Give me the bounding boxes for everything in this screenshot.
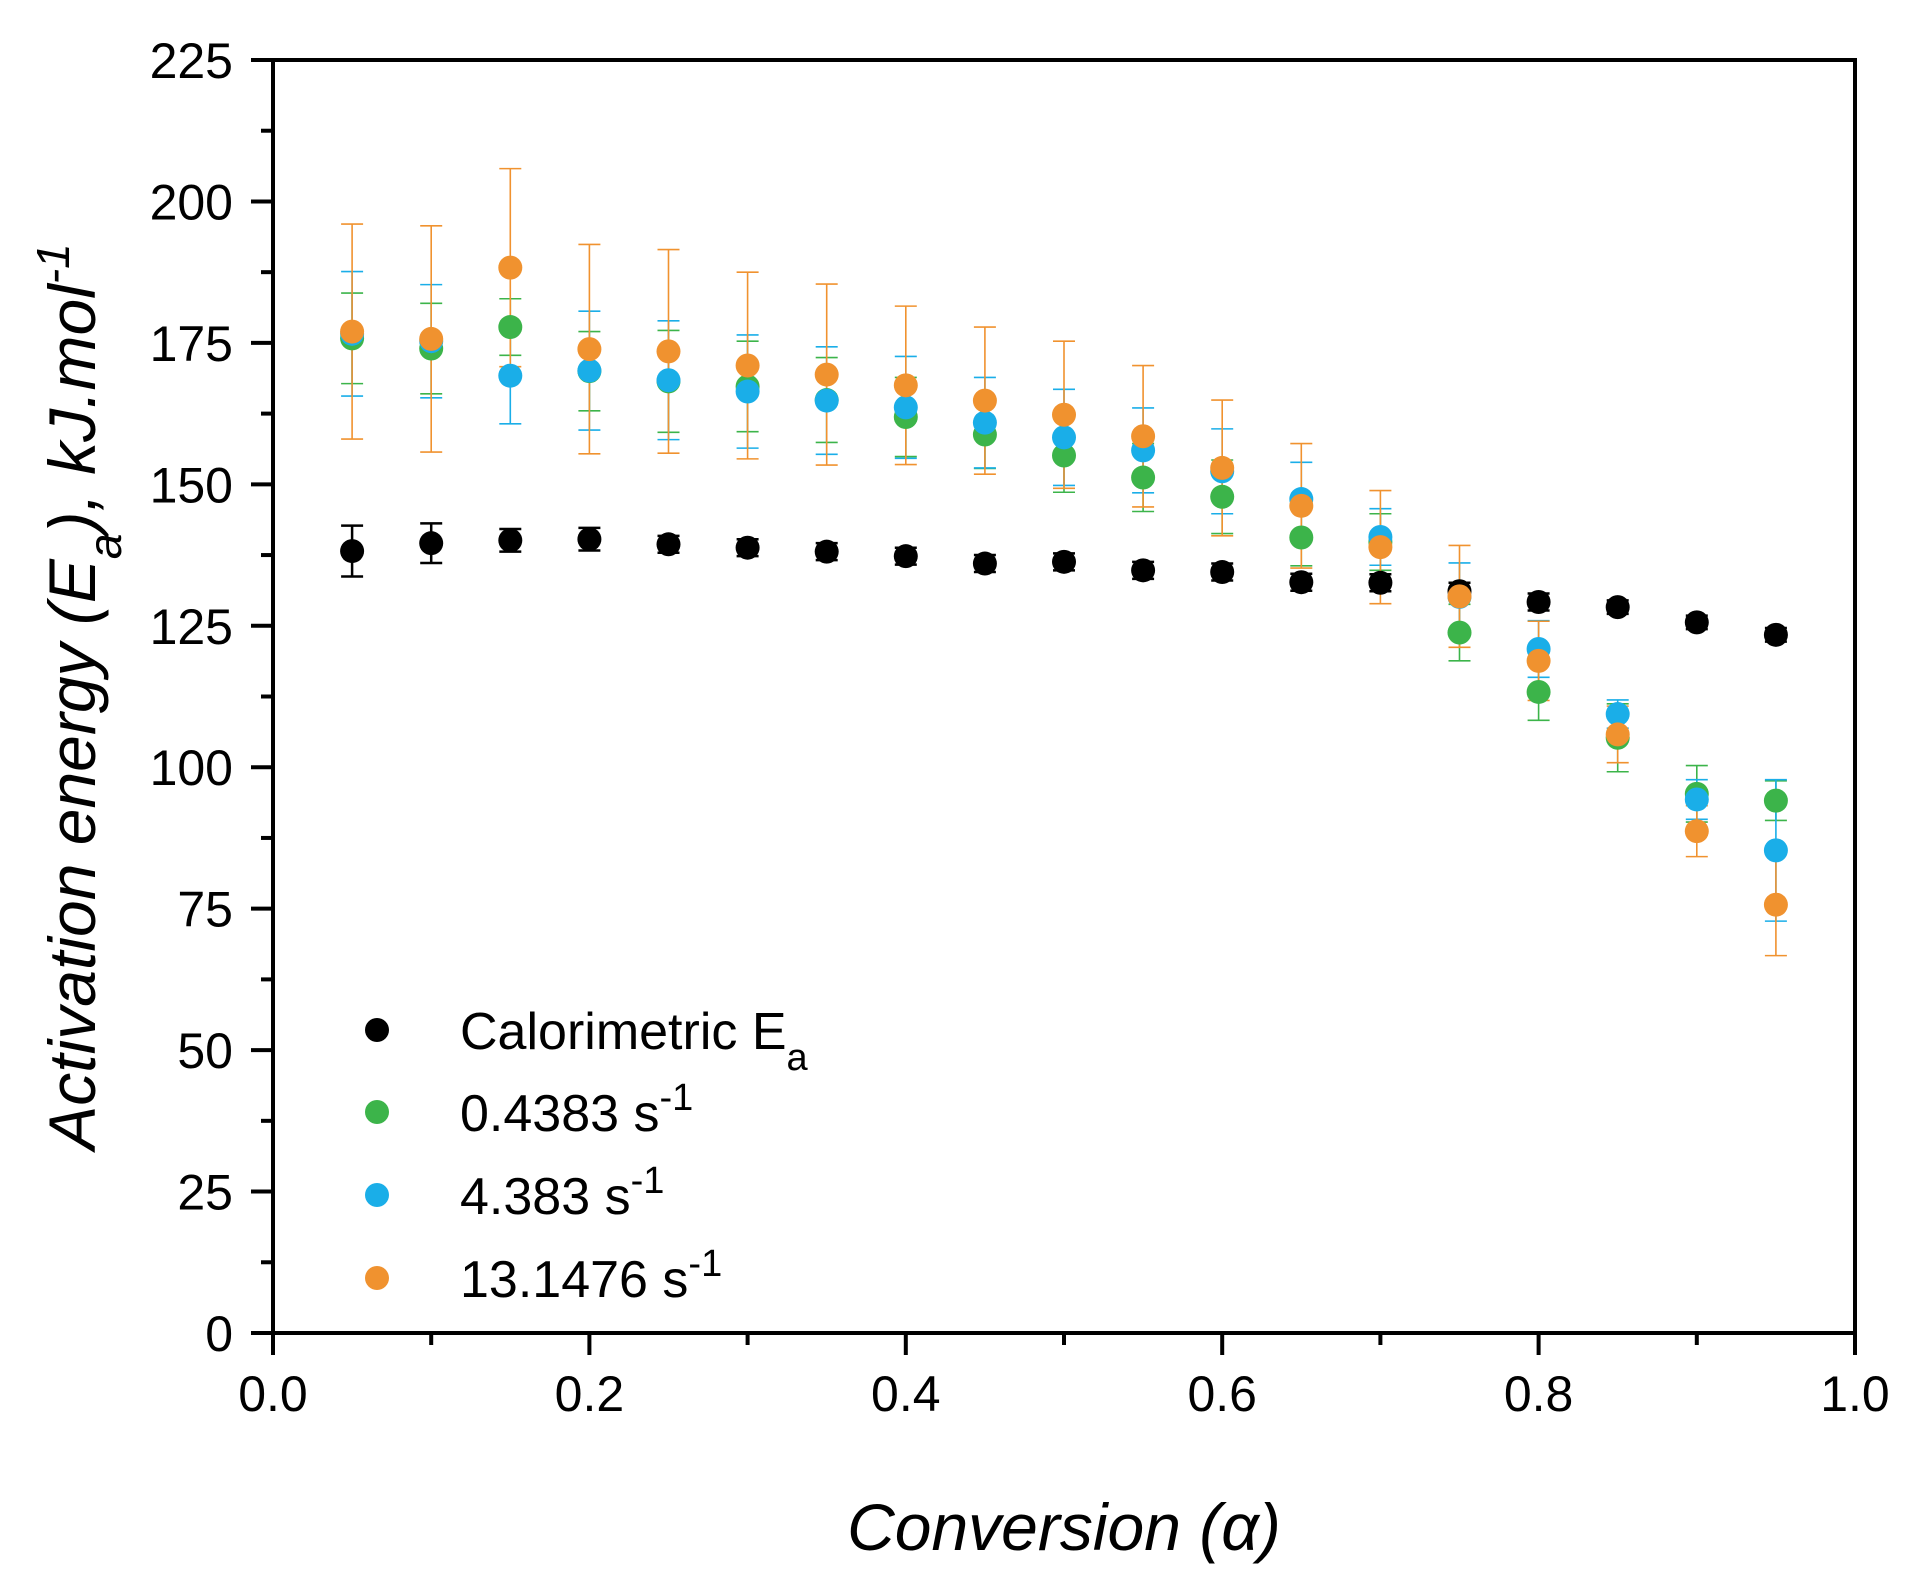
data-point bbox=[1526, 590, 1551, 615]
legend-marker bbox=[365, 1018, 389, 1042]
legend-label: 13.1476 s-1 bbox=[460, 1243, 722, 1309]
data-point bbox=[1368, 535, 1393, 560]
data-point bbox=[814, 362, 839, 387]
data-points bbox=[340, 255, 1788, 917]
legend-label-superscript: -1 bbox=[688, 1243, 722, 1285]
data-point bbox=[656, 339, 681, 364]
tick-labels: 0.0 0.2 0.4 0.6 0.8 1.0 0 25 50 75 100 125 150 175 200… bbox=[150, 33, 1890, 1422]
y-tick-label: 150 bbox=[150, 457, 233, 513]
data-point bbox=[972, 410, 997, 435]
legend-marker bbox=[365, 1266, 389, 1290]
data-point bbox=[577, 527, 602, 552]
data-point bbox=[340, 319, 365, 344]
y-tick-label: 200 bbox=[150, 174, 233, 230]
data-point bbox=[1052, 443, 1076, 468]
y-axis-title: Activation energy (Ea), kJ.mol-1 bbox=[27, 243, 131, 1153]
data-point bbox=[1131, 424, 1156, 449]
data-point bbox=[419, 326, 444, 351]
legend-marker bbox=[365, 1100, 389, 1124]
data-point bbox=[1526, 679, 1551, 704]
data-point bbox=[1210, 455, 1235, 480]
data-point bbox=[735, 353, 760, 378]
data-point bbox=[1763, 788, 1788, 813]
legend-label-text: 13.1476 s bbox=[460, 1251, 688, 1309]
data-point bbox=[1052, 425, 1076, 450]
data-point bbox=[814, 539, 839, 564]
y-tick-label: 50 bbox=[177, 1023, 233, 1079]
data-point bbox=[577, 337, 602, 362]
axis-ticks bbox=[251, 58, 1857, 1355]
y-tick-label: 125 bbox=[150, 599, 233, 655]
legend-label-subscript: a bbox=[787, 1037, 809, 1079]
y-tick-label: 175 bbox=[150, 316, 233, 372]
data-point bbox=[1289, 525, 1314, 550]
data-point bbox=[735, 379, 760, 404]
y-axis-title-unit: ), kJ.mol bbox=[35, 282, 109, 541]
data-point bbox=[1210, 560, 1235, 585]
x-tick-label: 1.0 bbox=[1820, 1366, 1890, 1422]
data-point bbox=[498, 363, 523, 388]
legend-label-superscript: -1 bbox=[660, 1077, 694, 1119]
data-point bbox=[1605, 722, 1630, 747]
data-point bbox=[498, 255, 523, 280]
data-point bbox=[1684, 787, 1709, 812]
x-tick-label: 0.8 bbox=[1504, 1366, 1574, 1422]
data-point bbox=[1605, 702, 1630, 727]
data-point bbox=[1447, 620, 1472, 645]
data-point bbox=[1684, 610, 1709, 635]
y-tick-label: 225 bbox=[150, 33, 233, 89]
data-point bbox=[1763, 838, 1788, 863]
data-point bbox=[340, 539, 365, 564]
y-axis-title-main: Activation energy (E bbox=[35, 558, 109, 1154]
data-point bbox=[972, 551, 997, 576]
data-point bbox=[1605, 595, 1630, 620]
legend-label-text: 4.383 s bbox=[460, 1168, 631, 1226]
y-tick-label: 100 bbox=[150, 740, 233, 796]
x-tick-label: 0.2 bbox=[555, 1366, 625, 1422]
y-axis-title-sub: a bbox=[79, 534, 131, 560]
legend-marker bbox=[365, 1183, 389, 1207]
data-point bbox=[1131, 558, 1156, 583]
data-point bbox=[1052, 549, 1076, 574]
data-point bbox=[893, 395, 918, 420]
data-point bbox=[1447, 584, 1472, 609]
legend-label-text: 0.4383 s bbox=[460, 1085, 660, 1143]
legend-label: Calorimetric Ea bbox=[460, 1003, 809, 1079]
data-point bbox=[656, 368, 681, 393]
data-point bbox=[1289, 570, 1314, 595]
data-point bbox=[1763, 892, 1788, 917]
y-tick-label: 25 bbox=[177, 1165, 233, 1221]
x-tick-label: 0.6 bbox=[1187, 1366, 1257, 1422]
y-axis-title-sup: -1 bbox=[27, 243, 79, 284]
legend: Calorimetric Ea0.4383 s-14.383 s-113.147… bbox=[365, 1003, 809, 1309]
data-point bbox=[419, 531, 444, 556]
legend-label-superscript: -1 bbox=[631, 1160, 665, 1202]
legend-label: 0.4383 s-1 bbox=[460, 1077, 693, 1143]
y-tick-label: 0 bbox=[205, 1306, 233, 1362]
legend-label-text: Calorimetric E bbox=[460, 1003, 787, 1061]
y-tick-label: 75 bbox=[177, 882, 233, 938]
data-point bbox=[735, 535, 760, 560]
data-point bbox=[1289, 493, 1314, 518]
data-point bbox=[893, 373, 918, 398]
data-point bbox=[1684, 819, 1709, 844]
data-point bbox=[1763, 622, 1788, 647]
x-axis-title: Conversion (α) bbox=[847, 1490, 1281, 1564]
x-tick-label: 0.4 bbox=[871, 1366, 941, 1422]
legend-label: 4.383 s-1 bbox=[460, 1160, 664, 1226]
data-point bbox=[1052, 402, 1076, 427]
data-point bbox=[814, 388, 839, 413]
data-point bbox=[656, 532, 681, 557]
data-point bbox=[498, 315, 523, 340]
data-point bbox=[577, 358, 602, 383]
data-point bbox=[972, 388, 997, 413]
data-point bbox=[1210, 484, 1235, 509]
data-point bbox=[1368, 570, 1393, 595]
x-tick-label: 0.0 bbox=[238, 1366, 308, 1422]
data-point bbox=[1131, 465, 1156, 490]
data-point bbox=[893, 544, 918, 569]
data-point bbox=[498, 528, 523, 553]
data-point bbox=[1526, 648, 1551, 673]
